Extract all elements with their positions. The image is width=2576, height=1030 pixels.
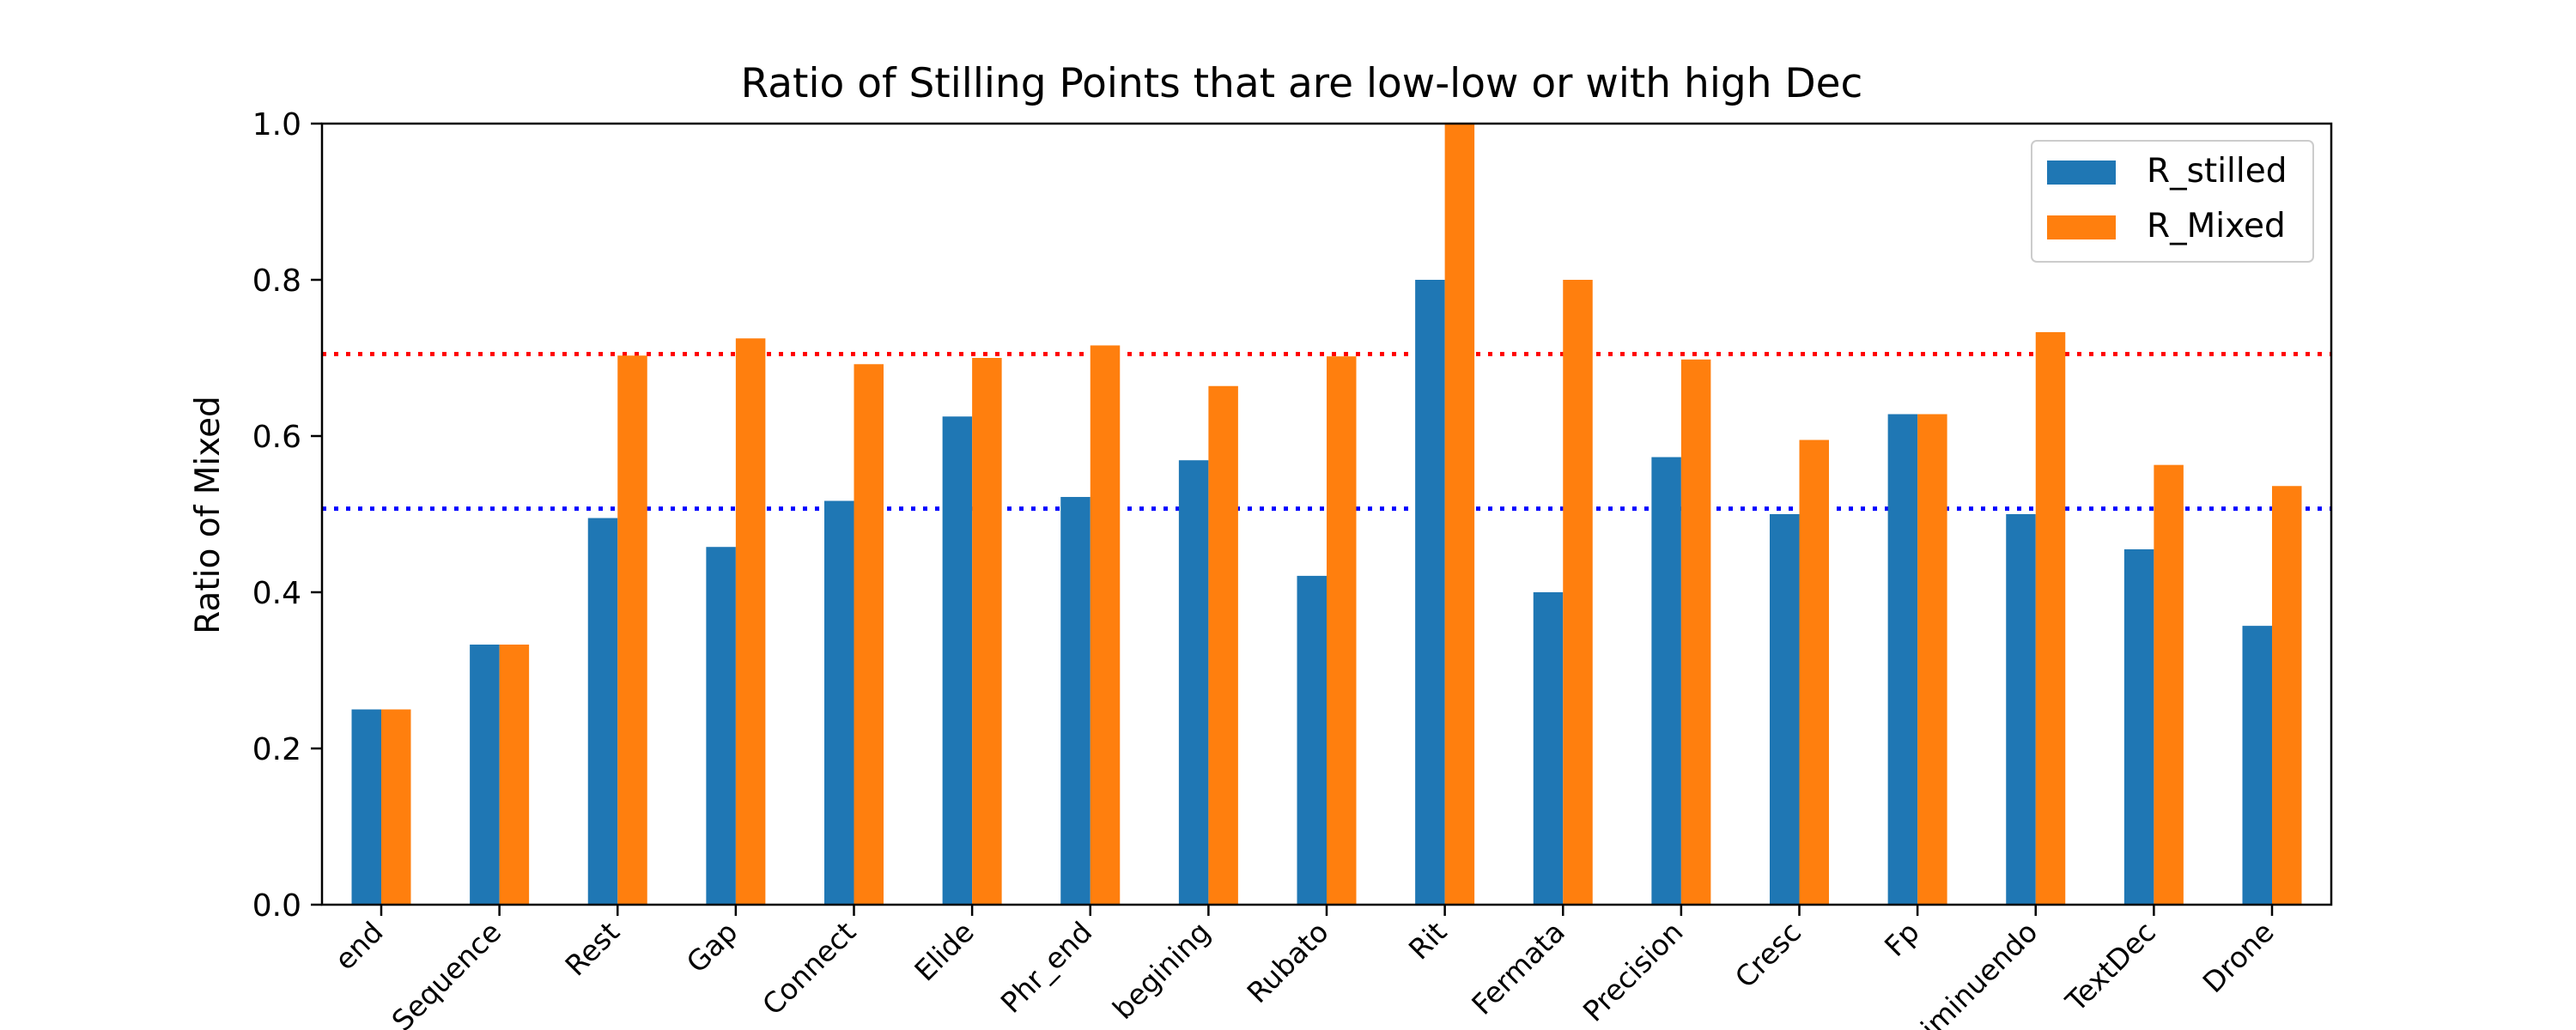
x-tick-label-cresc: Cresc xyxy=(1728,915,1807,994)
bar-r-stilled-diminuendo xyxy=(2006,514,2036,905)
bar-r-stilled-sequence xyxy=(470,644,500,905)
bars xyxy=(351,124,2302,906)
bar-r-mixed-rit xyxy=(1444,124,1475,905)
bar-r-mixed-fp xyxy=(1917,414,1947,905)
x-tick-label-diminuendo: Diminuendo xyxy=(1899,915,2044,1030)
reference-lines xyxy=(322,351,2331,512)
legend-swatch-r-stilled xyxy=(2047,161,2116,185)
legend-label-r-mixed: R_Mixed xyxy=(2147,207,2286,245)
bar-r-mixed-elide xyxy=(972,358,1002,905)
y-axis-ticks: 0.0 0.2 0.4 0.6 0.8 1.0 xyxy=(252,107,322,924)
x-tick-label-phr-end: Phr_end xyxy=(994,915,1099,1020)
legend-label-r-stilled: R_stilled xyxy=(2147,152,2287,191)
x-tick-label-sequence: Sequence xyxy=(386,915,508,1030)
bar-r-stilled-cresc xyxy=(1770,514,1800,905)
bar-r-mixed-begining xyxy=(1208,385,1238,905)
bar-r-mixed-diminuendo xyxy=(2035,331,2066,906)
chart-title: Ratio of Stilling Points that are low-lo… xyxy=(741,60,1863,107)
x-tick-label-begining: begining xyxy=(1106,915,1217,1026)
plot-frame xyxy=(320,122,2333,906)
bar-r-stilled-textdec xyxy=(2123,548,2154,905)
bar-r-mixed-gap xyxy=(735,338,766,905)
x-tick-label-rest: Rest xyxy=(558,915,625,982)
bar-r-mixed-drone xyxy=(2272,486,2302,905)
x-tick-label-drone: Drone xyxy=(2196,915,2281,999)
bar-r-mixed-end xyxy=(381,709,411,905)
x-tick-label-fp: Fp xyxy=(1878,915,1926,963)
bar-r-mixed-precision xyxy=(1680,359,1711,905)
y-tick-label: 1.0 xyxy=(252,107,301,142)
x-tick-label-fermata: Fermata xyxy=(1465,915,1571,1021)
bar-r-mixed-phr-end xyxy=(1090,345,1121,905)
bar-r-stilled-drone xyxy=(2242,626,2272,905)
y-tick-label: 0.4 xyxy=(252,576,301,611)
bar-r-mixed-fermata xyxy=(1563,280,1593,905)
bar-r-mixed-connect xyxy=(854,364,884,905)
y-tick-label: 0.2 xyxy=(252,732,301,767)
y-tick-label: 0.8 xyxy=(252,264,301,299)
bar-r-mixed-rest xyxy=(617,355,647,905)
x-tick-label-precision: Precision xyxy=(1577,915,1690,1028)
bar-r-stilled-elide xyxy=(942,416,973,905)
x-tick-label-gap: Gap xyxy=(680,915,744,979)
bar-r-stilled-end xyxy=(351,709,381,905)
bar-r-stilled-rit xyxy=(1415,280,1445,905)
bar-r-stilled-connect xyxy=(824,500,854,905)
y-tick-label: 0.6 xyxy=(252,420,301,455)
bar-r-stilled-fermata xyxy=(1533,592,1564,905)
bar-r-stilled-fp xyxy=(1887,414,1918,905)
bar-r-stilled-phr-end xyxy=(1060,496,1091,905)
bar-r-stilled-rest xyxy=(587,518,618,905)
y-axis-label: Ratio of Mixed xyxy=(189,396,228,634)
bar-r-mixed-sequence xyxy=(499,644,530,905)
bar-r-mixed-rubato xyxy=(1327,356,1357,905)
bar-r-mixed-textdec xyxy=(2154,464,2184,905)
bar-r-stilled-precision xyxy=(1651,457,1681,905)
bar-r-stilled-gap xyxy=(706,547,736,905)
x-tick-label-end: end xyxy=(328,915,390,977)
x-tick-label-rit: Rit xyxy=(1402,915,1453,966)
y-tick-label: 0.0 xyxy=(252,888,301,924)
x-tick-label-connect: Connect xyxy=(756,915,862,1021)
x-tick-label-textdec: TextDec xyxy=(2058,915,2162,1019)
bar-r-mixed-cresc xyxy=(1799,439,1829,905)
x-tick-label-rubato: Rubato xyxy=(1241,915,1335,1009)
x-tick-label-elide: Elide xyxy=(908,915,980,987)
legend-swatch-r-mixed xyxy=(2047,215,2116,239)
bar-r-stilled-begining xyxy=(1178,460,1209,905)
legend: R_stilled R_Mixed xyxy=(2031,140,2314,263)
bar-r-stilled-rubato xyxy=(1297,575,1327,905)
